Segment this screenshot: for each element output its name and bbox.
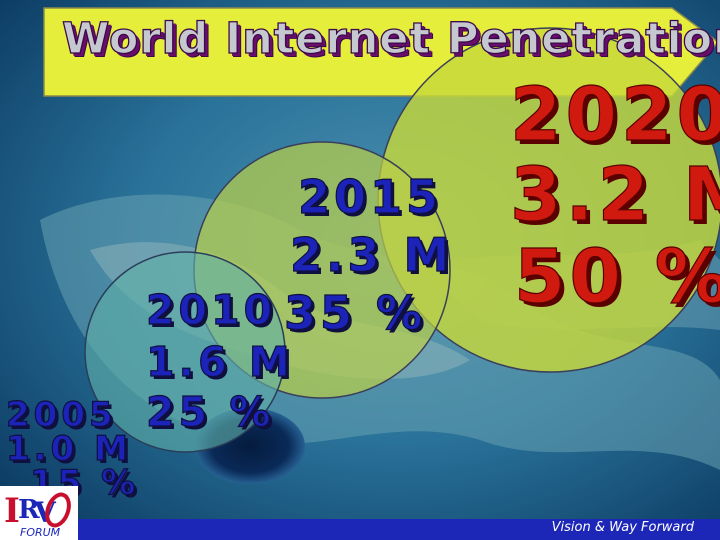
stat-2005-year: 2005 [5, 395, 117, 435]
stat-2015-year: 2015 [297, 170, 443, 224]
bubble-2010 [84, 251, 286, 453]
page-title: World Internet Penetration [61, 13, 720, 64]
footer-tagline: Vision & Way Forward [551, 520, 694, 535]
stat-2015-pct: 35 % [283, 286, 427, 340]
stat-2020-year: 2020 [509, 72, 720, 158]
stat-2020-users: 3.2 M [509, 152, 720, 238]
stat-2020-pct: 50 % [513, 234, 720, 320]
logo-caption: FORUM [20, 526, 61, 539]
stat-2010-users: 1.6 M [145, 338, 294, 386]
stat-2010-year: 2010 [145, 286, 277, 334]
svg-text:I: I [4, 491, 20, 531]
footer-bar [0, 519, 720, 540]
stat-2015-users: 2.3 M [289, 228, 454, 282]
stat-2005-users: 1.0 M [5, 429, 132, 469]
stat-2010-pct: 25 % [145, 388, 275, 436]
irvo-forum-logo: I R V FORUM [0, 486, 78, 540]
svg-text:R: R [18, 495, 40, 525]
